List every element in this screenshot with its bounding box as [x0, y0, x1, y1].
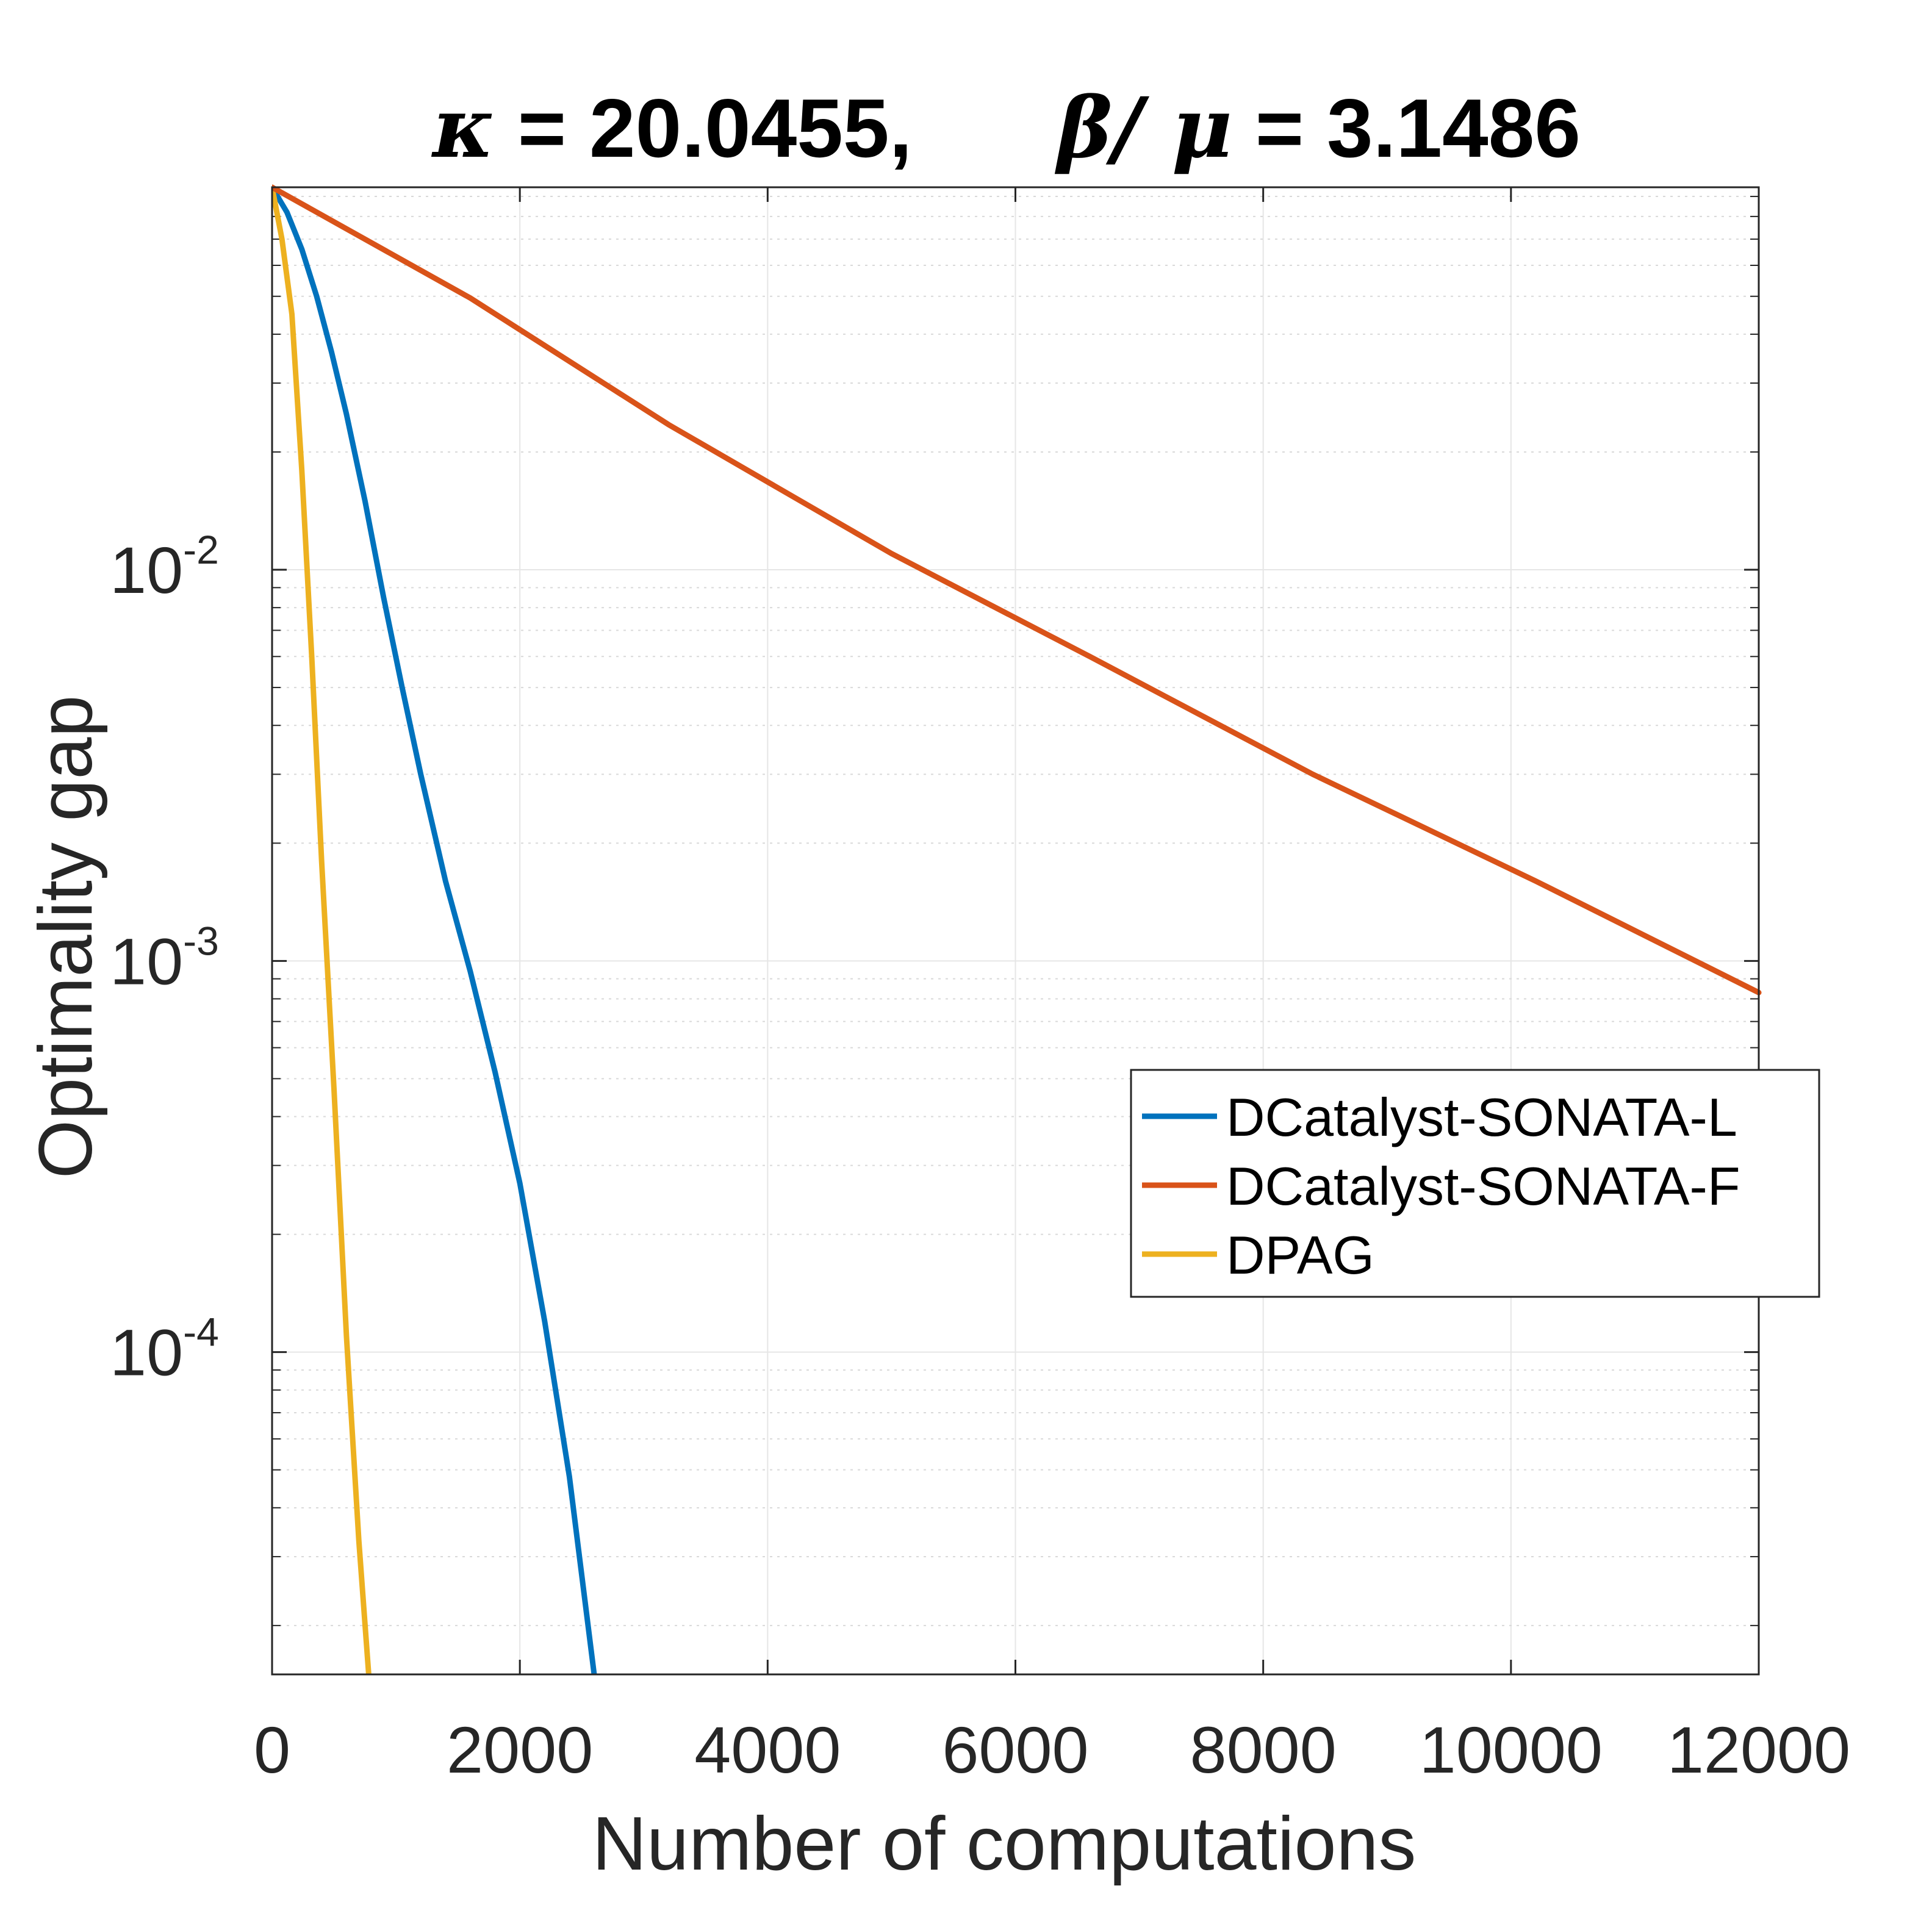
legend-label-sonata-l: DCatalyst-SONATA-L — [1226, 1087, 1737, 1147]
y-tick-label-base: 10 — [110, 1316, 183, 1390]
y-tick-label-exponent: -4 — [183, 1310, 219, 1355]
y-tick-label-base: 10 — [110, 533, 183, 607]
legend-box — [1130, 1069, 1820, 1298]
series-lines — [272, 184, 1762, 1674]
y-tick-label-base: 10 — [110, 924, 183, 998]
y-tick-label: 10-3 — [110, 918, 219, 998]
legend: DCatalyst-SONATA-L DCatalyst-SONATA-F DP… — [1130, 1069, 1820, 1298]
legend-label-dpag: DPAG — [1226, 1225, 1374, 1285]
y-tick-label-exponent: -3 — [183, 918, 219, 963]
x-tick-label: 10000 — [1420, 1713, 1603, 1787]
series-line-dpag — [272, 184, 372, 1674]
y-tick-labels: 10-210-310-4 — [110, 527, 219, 1390]
plot-frame — [271, 186, 1760, 1676]
title-ratio-value: = 3.1486 — [1232, 82, 1581, 174]
y-axis-label: Optimality gap — [24, 695, 108, 1179]
title-kappa-value: = 20.0455, — [495, 82, 912, 174]
x-tick-label: 8000 — [1190, 1713, 1337, 1787]
y-tick-label-exponent: -2 — [183, 527, 219, 572]
x-tick-label: 4000 — [694, 1713, 841, 1787]
series-line-dcatalyst-sonata-f — [272, 184, 1762, 995]
title-ratio-symbol: β/ μ — [1054, 79, 1232, 177]
chart-title: κ = 20.0455, β/ μ = 3.1486 — [431, 79, 1581, 177]
x-tick-labels: 0 2000 4000 6000 8000 10000 12000 — [254, 1713, 1850, 1787]
y-tick-label: 10-4 — [110, 1310, 219, 1390]
x-tick-label: 0 — [254, 1713, 290, 1787]
x-tick-label: 6000 — [942, 1713, 1088, 1787]
x-axis-label: Number of computations — [592, 1802, 1417, 1886]
title-kappa-symbol: κ — [431, 79, 495, 177]
legend-label-sonata-f: DCatalyst-SONATA-F — [1226, 1156, 1740, 1216]
x-tick-label: 2000 — [447, 1713, 593, 1787]
x-tick-label: 12000 — [1667, 1713, 1850, 1787]
y-tick-label: 10-2 — [110, 527, 219, 607]
series-line-dcatalyst-sonata-l — [272, 184, 597, 1674]
